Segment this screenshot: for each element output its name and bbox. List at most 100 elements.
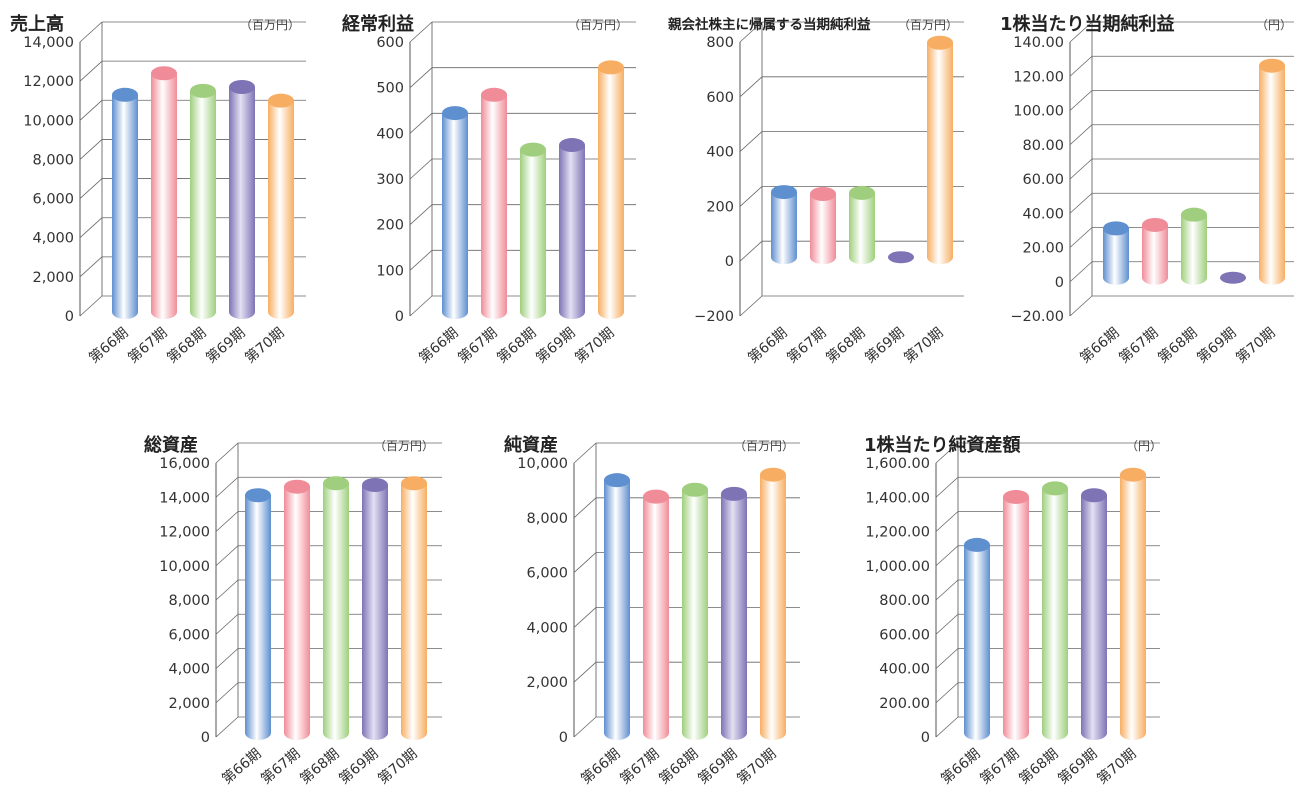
- bar-body: [1081, 495, 1107, 733]
- bar-base: [964, 726, 990, 740]
- grid-diagonal: [935, 716, 959, 738]
- y-tick-label: 1,600.00: [865, 456, 930, 472]
- bar-base: [643, 726, 669, 740]
- grid-diagonal: [935, 511, 959, 532]
- bar-flat: [888, 251, 914, 264]
- x-category-label: 第66期: [1077, 324, 1123, 366]
- bar-base: [1120, 726, 1146, 740]
- bar-第67期: [1142, 217, 1168, 285]
- y-tick-label: 600: [706, 90, 734, 106]
- bar-第67期: [1003, 489, 1029, 740]
- chart-plot: 0 2,000 4,000 6,000 8,000 10,000 12,000 14,000 第…: [23, 21, 306, 367]
- bar-body: [229, 86, 255, 312]
- bar-body: [682, 489, 708, 733]
- bar-top: [112, 87, 138, 102]
- x-category-label: 第68期: [823, 324, 869, 366]
- y-tick-label: 400.00: [879, 662, 930, 678]
- bar-top: [268, 93, 294, 108]
- grid-diagonal: [215, 442, 239, 464]
- bar-body: [1181, 214, 1207, 278]
- grid-diagonal: [215, 545, 239, 567]
- bar-body: [771, 192, 797, 258]
- grid-diagonal: [79, 256, 103, 278]
- y-tick-label: 200: [376, 218, 404, 234]
- bar-base: [481, 305, 507, 319]
- grid-diagonal: [79, 21, 103, 43]
- bar-top: [520, 142, 546, 157]
- bar-top: [1003, 489, 1029, 504]
- grid-diagonal: [1069, 261, 1093, 283]
- chart-unit: （円）: [1256, 18, 1293, 32]
- bar-第68期: [1181, 207, 1207, 285]
- bar-第68期: [520, 142, 546, 319]
- bar-body: [362, 484, 388, 733]
- bar-top: [604, 473, 630, 488]
- y-tick-label: 2,000: [32, 270, 74, 286]
- bar-top: [760, 467, 786, 482]
- y-tick-label: 8,000: [32, 152, 74, 168]
- x-category-label: 第70期: [1094, 745, 1140, 787]
- y-tick-label: 4,000: [526, 620, 568, 636]
- grid-diagonal: [739, 186, 763, 207]
- grid-diagonal: [935, 545, 959, 567]
- bar-body: [481, 94, 507, 312]
- bar-第70期: [598, 60, 624, 319]
- bar-第69期: [721, 486, 747, 740]
- bar-第69期: [229, 79, 255, 319]
- bar-base: [190, 305, 216, 319]
- bar-base: [604, 726, 630, 740]
- bar-第66期: [245, 488, 271, 740]
- grid-diagonal: [573, 442, 597, 464]
- grid-diagonal: [1069, 227, 1093, 248]
- bar-body: [190, 90, 216, 312]
- y-tick-label: 10,000: [159, 559, 210, 575]
- bar-body: [927, 42, 953, 258]
- bar-base: [1103, 270, 1129, 285]
- chart-plot: 0 2,000 4,000 6,000 8,000 10,000 第66期第67期第68期第…: [517, 442, 800, 788]
- y-tick-label: 600.00: [879, 627, 930, 643]
- grid-diagonal: [409, 67, 433, 88]
- bar-第68期: [323, 476, 349, 740]
- bar-body: [401, 483, 427, 733]
- y-tick-label: 140.00: [1013, 35, 1064, 51]
- bar-body: [112, 94, 138, 312]
- bar-第66期: [112, 87, 138, 319]
- grid-diagonal: [935, 579, 959, 601]
- grid-diagonal: [573, 552, 597, 573]
- y-tick-label: 0: [1055, 275, 1064, 291]
- bar-body: [810, 193, 836, 258]
- y-tick-label: 1,400.00: [865, 490, 930, 506]
- bar-top: [442, 106, 468, 121]
- y-tick-label: 10,000: [23, 113, 74, 129]
- bar-base: [268, 305, 294, 319]
- grid-diagonal: [215, 716, 239, 738]
- bar-base: [760, 726, 786, 740]
- y-tick-label: 600: [376, 35, 404, 51]
- bar-top: [1120, 467, 1146, 482]
- bar-第67期: [481, 87, 507, 319]
- chart-unit: （百万円）: [898, 18, 959, 32]
- bar-top: [284, 479, 310, 494]
- bar-第69期: [1220, 271, 1246, 284]
- grid-diagonal: [935, 442, 959, 464]
- x-category-label: 第66期: [745, 324, 791, 366]
- bar-top: [323, 476, 349, 491]
- grid-diagonal: [215, 476, 239, 498]
- y-tick-label: 0: [725, 254, 734, 270]
- bar-base: [1259, 270, 1285, 285]
- y-tick-label: −20.00: [1010, 309, 1064, 325]
- bar-第67期: [284, 479, 310, 740]
- grid-diagonal: [79, 60, 103, 82]
- y-tick-label: 4,000: [168, 662, 210, 678]
- chart-title: 売上高: [10, 14, 64, 35]
- bar-top: [151, 66, 177, 81]
- x-category-label: 第70期: [901, 324, 947, 366]
- bar-top: [1181, 207, 1207, 222]
- bar-base: [1003, 726, 1029, 740]
- bar-base: [112, 305, 138, 319]
- x-category-label: 第66期: [416, 324, 462, 366]
- y-tick-label: 200.00: [879, 696, 930, 712]
- bar-body: [245, 495, 271, 733]
- chart-title: 1株当たり純資産額: [864, 435, 1021, 456]
